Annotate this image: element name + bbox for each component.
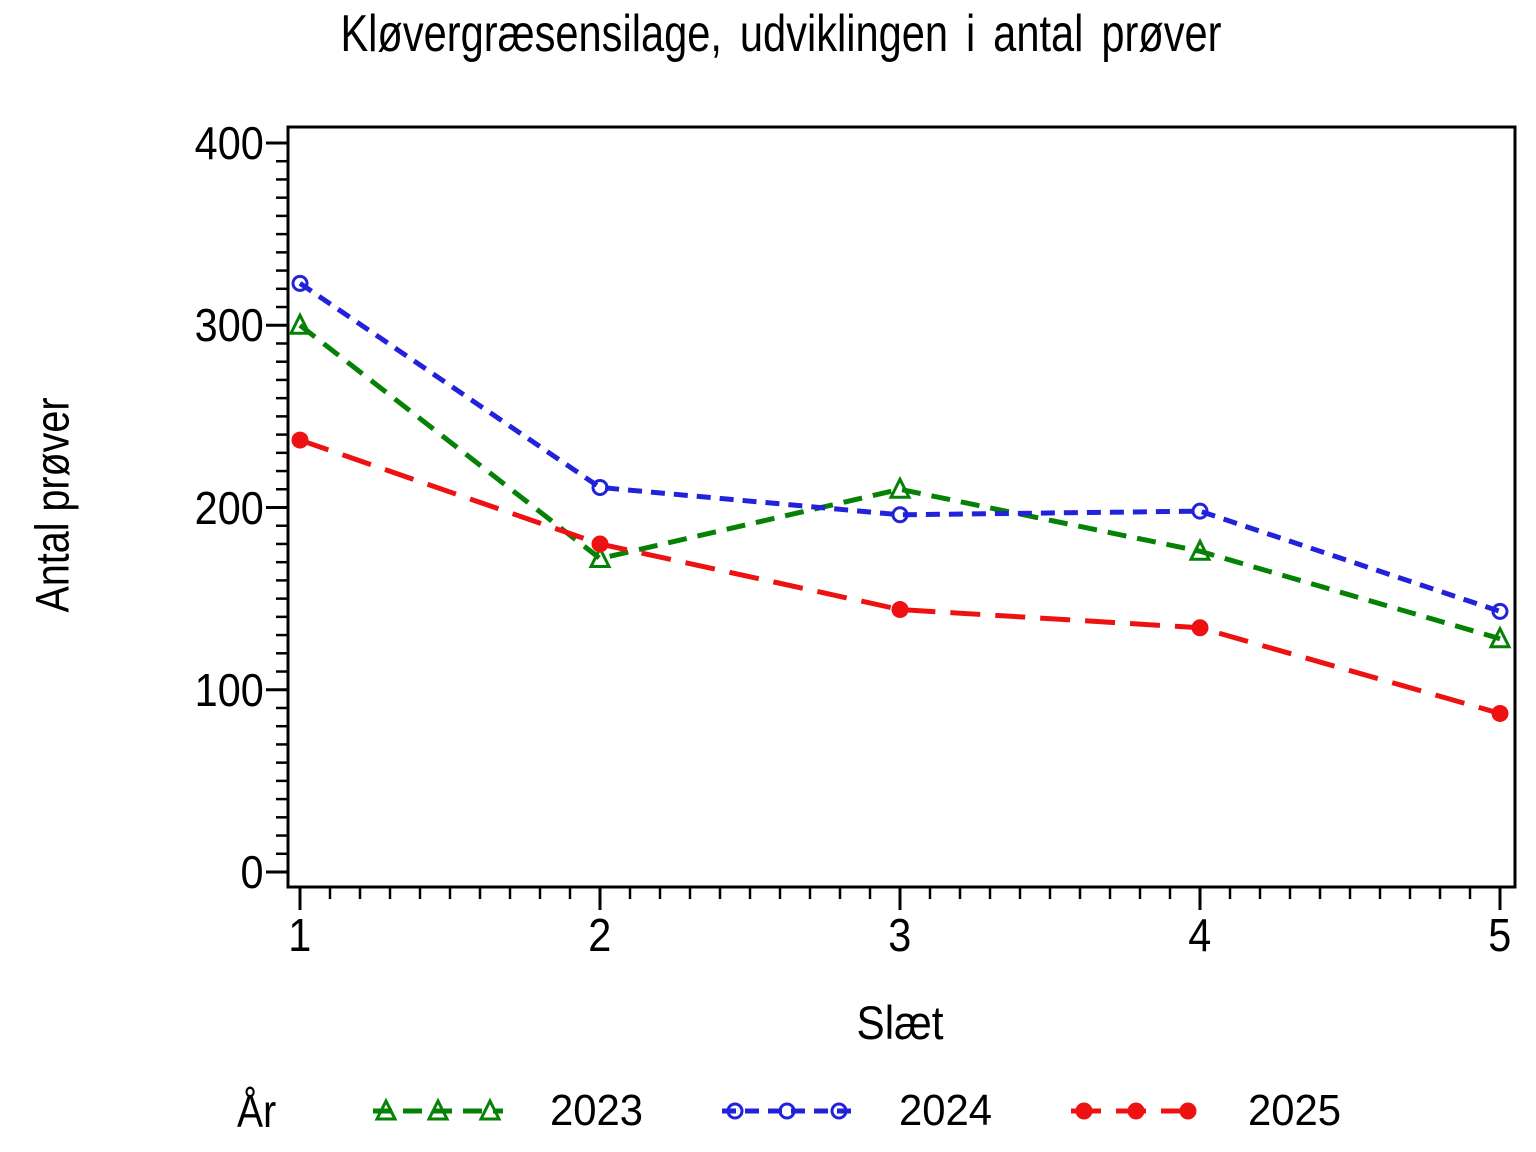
legend-label-2023: 2023 <box>550 1086 643 1135</box>
legend-marker-2025-1 <box>1127 1102 1145 1120</box>
series-line-2024 <box>298 281 1501 614</box>
legend-marker-2023-2 <box>478 1097 502 1121</box>
legend-marker-2023-0 <box>374 1097 398 1121</box>
legend-label-2024: 2024 <box>898 1086 992 1135</box>
chart-title: Kløvergræsensilage, udviklingen i antal … <box>340 5 1222 63</box>
legend-line-sample-2025 <box>1070 1102 1201 1120</box>
marker-2023-slaet-3 <box>888 475 912 499</box>
marker-2023-slaet-2 <box>588 545 612 569</box>
legend-label-2025: 2025 <box>1247 1086 1341 1135</box>
legend-marker-2023-1 <box>426 1097 450 1121</box>
legend-item-2023: 2023 <box>371 1089 648 1133</box>
marker-2023-slaet-5 <box>1488 625 1512 649</box>
marker-2025-slaet-3 <box>891 601 909 619</box>
legend-items: 2023 2024 2025 <box>371 1089 1418 1133</box>
marker-2025-slaet-1 <box>291 431 309 449</box>
marker-2024-slaet-5 <box>1491 602 1509 620</box>
x-axis-title: Slæt <box>856 996 944 1049</box>
legend-marker-2025-2 <box>1179 1102 1197 1120</box>
marker-2025-slaet-5 <box>1491 704 1509 722</box>
marker-2025-slaet-4 <box>1191 619 1209 637</box>
marker-2024-slaet-3 <box>891 506 909 524</box>
legend-item-2025: 2025 <box>1069 1089 1346 1133</box>
marker-2024-slaet-2 <box>591 478 609 496</box>
marker-2023-slaet-4 <box>1188 537 1212 561</box>
legend-marker-2025-0 <box>1075 1102 1093 1120</box>
legend-item-2024: 2024 <box>720 1089 997 1133</box>
marker-2023-slaet-1 <box>288 311 312 335</box>
legend-marker-2024-2 <box>830 1102 848 1120</box>
marker-2025-slaet-2 <box>591 535 609 553</box>
marker-2024-slaet-1 <box>291 274 309 292</box>
legend: År 2023 2024 2025 <box>237 1083 1418 1139</box>
legend-line-sample-2023 <box>373 1097 503 1121</box>
legend-marker-2024-1 <box>778 1102 796 1120</box>
legend-title: År <box>237 1085 277 1137</box>
legend-line-sample-2024 <box>721 1102 852 1120</box>
series-line-2023 <box>298 323 1501 642</box>
marker-2024-slaet-4 <box>1191 502 1209 520</box>
legend-marker-2024-0 <box>726 1102 744 1120</box>
